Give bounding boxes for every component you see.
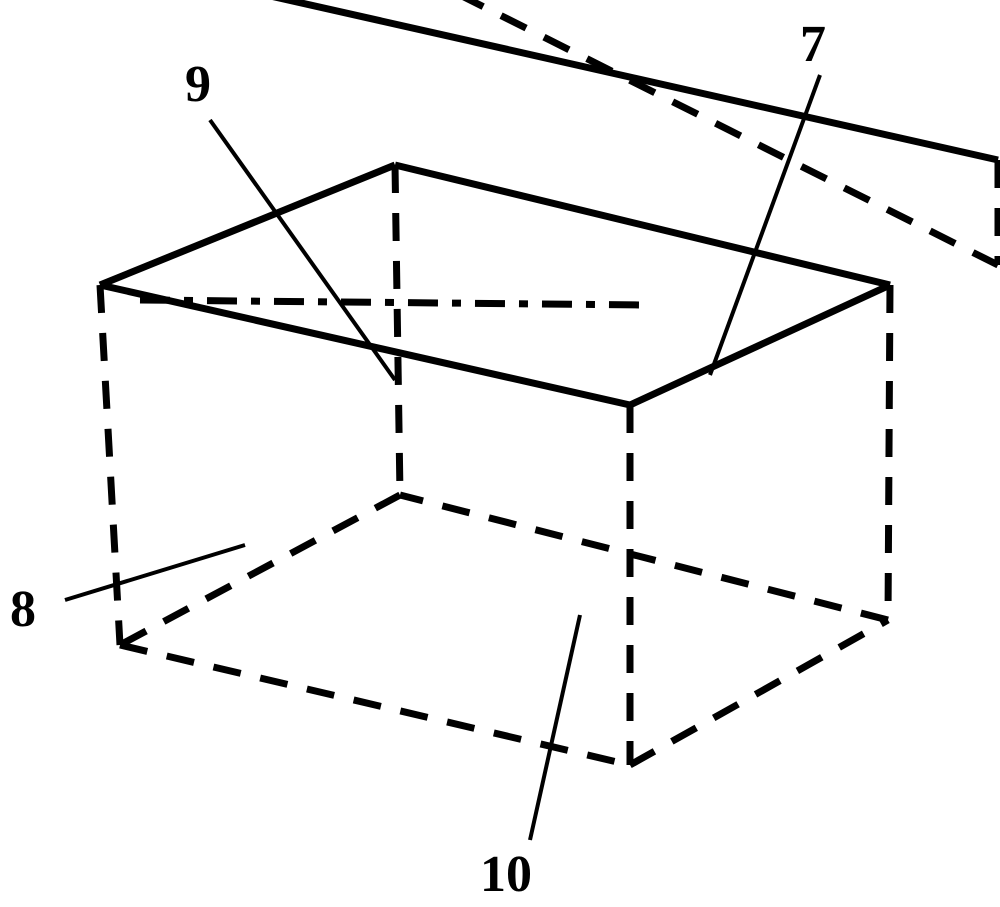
label-8: 8 xyxy=(10,580,36,639)
label-9-text: 9 xyxy=(185,56,211,113)
label-10: 10 xyxy=(480,845,532,904)
diagram-svg xyxy=(0,0,1000,907)
label-8-text: 8 xyxy=(10,581,36,638)
label-10-text: 10 xyxy=(480,846,532,903)
label-9: 9 xyxy=(185,55,211,114)
label-7: 7 xyxy=(800,15,826,74)
label-7-text: 7 xyxy=(800,16,826,73)
